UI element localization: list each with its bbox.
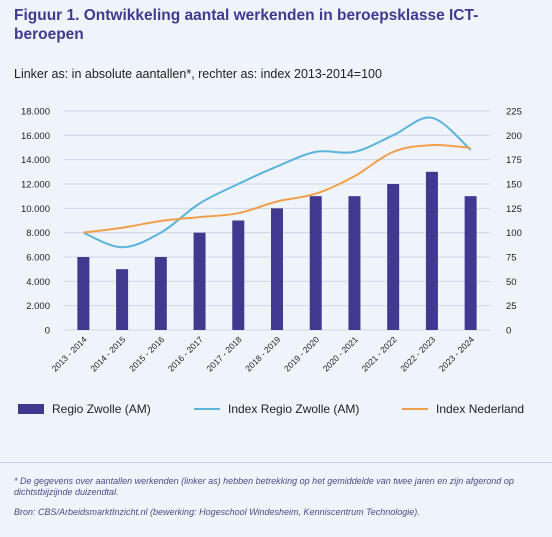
bar [464,196,477,330]
y-right-tick-label: 75 [506,253,517,264]
bar [348,196,361,330]
legend-item-bars: Regio Zwolle (AM) [18,402,151,416]
y-right-tick-label: 0 [506,326,511,337]
y-right-tick-label: 225 [506,107,522,118]
footnote: * De gegevens over aantallen werkenden (… [14,476,514,497]
x-tick-label: 2018 - 2019 [243,334,282,373]
figure-title: Figuur 1. Ontwikkeling aantal werkenden … [14,7,479,43]
x-tick-label: 2017 - 2018 [205,334,244,373]
y-left-tick-label: 18.000 [21,107,50,118]
source-note: Bron: CBS/ArbeidsmarktInzicht.nl (bewerk… [14,507,420,517]
x-tick-label: 2019 - 2020 [282,334,321,373]
bar [271,208,283,330]
y-left-tick-label: 16.000 [21,131,50,142]
bar [154,257,167,330]
legend-item-index-nederland: Index Nederland [402,402,524,416]
y-left-tick-label: 4.000 [26,277,50,288]
bar [193,232,206,330]
y-left-tick-label: 12.000 [21,180,50,191]
x-tick-label: 2014 - 2015 [88,334,127,373]
x-tick-label: 2016 - 2017 [166,334,205,373]
legend-label-index-nederland: Index Nederland [436,402,525,416]
y-left-tick-label: 6.000 [26,253,50,264]
legend-label-index-zwolle: Index Regio Zwolle (AM) [228,402,360,416]
legend-item-index-zwolle: Index Regio Zwolle (AM) [194,402,359,416]
x-tick-label: 2023 - 2024 [437,334,476,373]
y-left-tick-label: 2.000 [26,301,50,312]
legend-label-bars: Regio Zwolle (AM) [52,402,151,416]
y-left-tick-label: 0 [45,326,50,337]
bar [309,196,322,330]
y-left-tick-label: 14.000 [21,155,50,166]
x-tick-label: 2013 - 2014 [50,334,89,373]
y-right-tick-label: 125 [506,204,522,215]
series-line-index-zwolle [82,116,472,249]
y-right-tick-label: 200 [506,131,522,142]
x-tick-label: 2020 - 2021 [321,334,360,373]
y-right-tick-label: 25 [506,301,517,312]
y-left-tick-label: 8.000 [26,228,50,239]
bar [232,220,245,330]
y-left-tick-label: 10.000 [21,204,50,215]
legend-swatch-bars [18,404,44,414]
bar [387,184,400,330]
y-right-tick-label: 100 [506,228,522,239]
y-right-tick-label: 150 [506,180,522,191]
legend-swatch-index-zwolle [194,408,220,410]
bar [77,257,90,330]
x-tick-label: 2015 - 2016 [127,334,166,373]
bar [425,171,438,330]
y-right-tick-label: 175 [506,155,522,166]
chart: 0 2.000 4.000 6.000 8.000 10.000 12.000 14.000 1… [21,107,522,374]
bar [116,269,129,330]
divider [0,462,552,463]
series-line-index-nederland [83,143,471,234]
legend-swatch-index-nederland [402,408,428,410]
figure-subtitle: Linker as: in absolute aantallen*, recht… [14,67,382,81]
y-right-tick-label: 50 [506,277,517,288]
x-tick-label: 2022 - 2023 [398,334,437,373]
chart-legend: Regio Zwolle (AM) Index Regio Zwolle (AM… [0,402,552,420]
x-tick-label: 2021 - 2022 [359,334,398,373]
